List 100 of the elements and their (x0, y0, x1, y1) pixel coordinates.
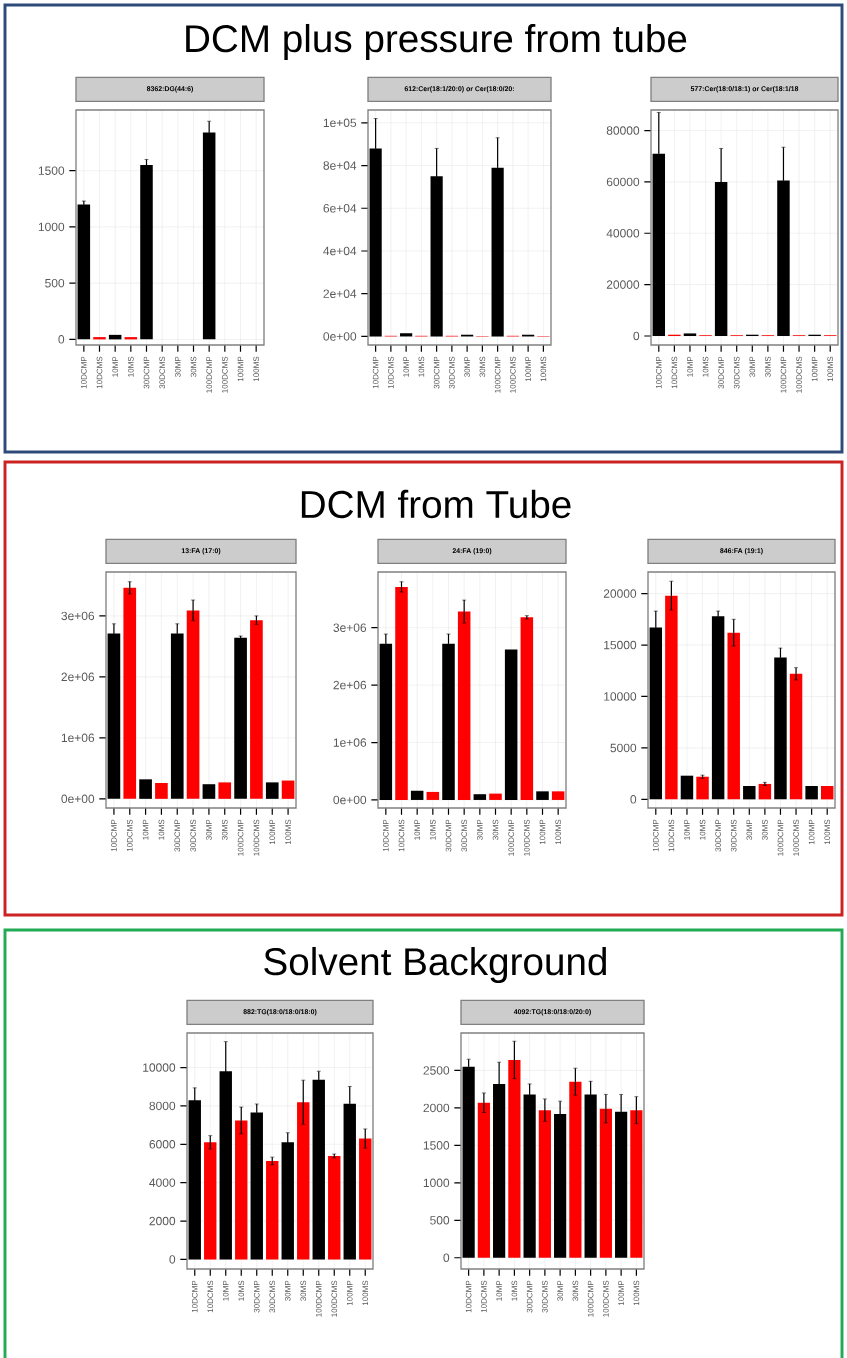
bar (265, 782, 279, 799)
bar (410, 790, 424, 800)
bar (504, 649, 518, 800)
x-tick-label: 10MP (112, 356, 118, 377)
x-tick-label: 100MS (633, 1280, 640, 1306)
x-tick-label: 10DCMS (668, 819, 675, 852)
bar (457, 611, 471, 800)
bar (491, 167, 504, 337)
bar (77, 204, 91, 340)
x-tick-label: 30MS (492, 819, 499, 840)
x-tick-label: 10DCMS (671, 356, 678, 389)
x-tick-label: 100DCMS (222, 356, 228, 393)
x-tick-label: 10MS (418, 356, 425, 377)
y-tick-label: 1e+06 (61, 733, 95, 743)
bar (569, 1081, 582, 1258)
x-tick-label: 10DCMP (111, 819, 117, 852)
x-tick-label: 30DCMS (730, 819, 737, 852)
x-tick-label: 30DCMS (542, 1280, 548, 1313)
x-tick-label: 30DCMS (190, 819, 196, 852)
x-tick-label: 30DCMS (449, 356, 455, 389)
x-tick-label: 100DCMS (793, 819, 799, 856)
bar (584, 1094, 597, 1258)
x-tick-label: 30MS (765, 356, 771, 377)
bar (395, 586, 408, 800)
x-tick-label: 10DCMP (383, 819, 389, 852)
bar (508, 1059, 521, 1258)
bar (155, 782, 168, 799)
x-tick-label: 100DCMS (331, 1280, 338, 1317)
x-tick-label: 10MS (511, 1280, 518, 1301)
x-tick-label: 30MS (221, 819, 228, 840)
x-tick-label: 10DCMP (81, 356, 87, 389)
bar (281, 1142, 294, 1260)
bar (536, 791, 549, 800)
x-tick-label: 30DCMP (445, 819, 452, 852)
bar (379, 643, 393, 800)
x-tick-label: 10MP (403, 356, 409, 377)
x-tick-label: 10DCMS (207, 1280, 214, 1313)
bar (426, 791, 440, 800)
x-tick-label: 10DCMP (652, 819, 659, 852)
bar (234, 637, 247, 799)
bar (123, 587, 137, 799)
y-tick-label: 0 (169, 1255, 176, 1264)
x-tick-label: 10MS (699, 819, 706, 840)
x-tick-label: 30MS (572, 1280, 579, 1301)
x-tick-label: 100DCMP (587, 1280, 594, 1317)
x-tick-label: 100MP (539, 819, 546, 845)
y-tick-label: 1500 (423, 1141, 450, 1150)
y-tick-label: 1e+06 (333, 738, 367, 747)
x-tick-label: 30MS (762, 819, 768, 840)
x-tick-label: 10MS (430, 819, 436, 840)
x-tick-label: 30DCMP (143, 356, 150, 389)
y-tick-label: 0e+00 (61, 794, 95, 804)
bar (442, 643, 455, 800)
bar (554, 1113, 567, 1258)
bar (430, 176, 443, 337)
x-tick-label: 30MP (746, 819, 753, 840)
x-tick-label: 30MS (300, 1280, 307, 1301)
x-tick-label: 10DCMS (388, 356, 394, 389)
y-tick-label: 15000 (604, 640, 637, 650)
x-tick-label: 100MP (346, 1280, 353, 1306)
bar (235, 1120, 248, 1260)
x-tick-label: 30DCMS (733, 356, 740, 389)
y-tick-label: 500 (45, 278, 65, 288)
x-tick-label: 30MP (557, 1280, 563, 1301)
x-tick-label: 100DCMP (315, 1280, 322, 1317)
x-tick-label: 30DCMS (269, 1280, 276, 1313)
bar (473, 794, 487, 800)
bar (188, 1100, 201, 1260)
bar (652, 153, 666, 336)
text: DCM from Tube (301, 489, 571, 519)
bar (140, 165, 153, 340)
y-tick-label: 0e+00 (323, 332, 357, 341)
text: Solvent Background (264, 946, 606, 984)
x-tick-label: 30DCMP (433, 356, 440, 389)
x-tick-label: 30MP (464, 356, 470, 377)
bar (523, 1094, 536, 1258)
x-tick-label: 10DCMS (126, 819, 133, 852)
bar (489, 793, 502, 800)
x-tick-label: 10MP (142, 819, 149, 840)
y-tick-label: 8000 (149, 1101, 176, 1111)
bar (462, 1066, 475, 1258)
x-tick-label: 30MP (749, 356, 756, 377)
y-tick-label: 4000 (149, 1178, 176, 1187)
x-tick-label: 10MS (702, 356, 709, 377)
x-tick-label: 10DCMS (398, 819, 405, 852)
bar (711, 616, 725, 800)
y-tick-label: 1000 (38, 222, 65, 232)
x-tick-label: 10MP (414, 819, 421, 840)
x-tick-label: 100MS (827, 356, 834, 382)
y-tick-label: 3e+06 (333, 623, 367, 632)
y-tick-label: 40000 (606, 229, 640, 238)
y-tick-label: 500 (430, 1216, 450, 1225)
bar (186, 610, 200, 799)
x-tick-label: 30MP (206, 819, 212, 840)
bar (93, 337, 106, 340)
y-tick-label: 2000 (423, 1103, 450, 1113)
bar (774, 657, 787, 800)
x-tick-label: 10MP (687, 356, 693, 377)
x-tick-label: 30MS (190, 356, 197, 377)
y-tick-label: 10000 (604, 692, 637, 701)
